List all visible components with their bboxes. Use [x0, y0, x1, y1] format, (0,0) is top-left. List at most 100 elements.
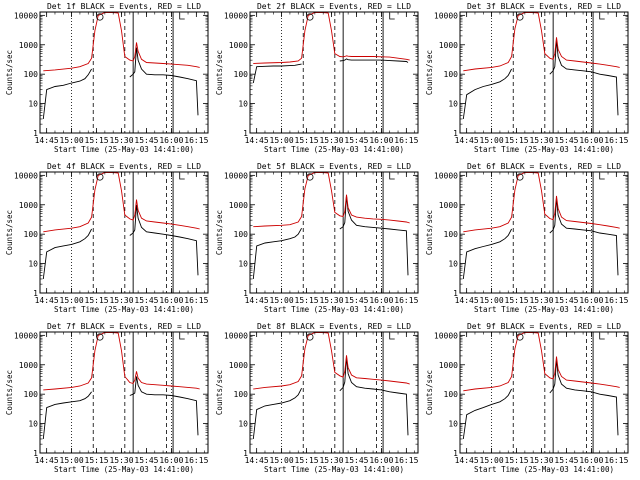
panel-det-1: Det 1f BLACK = Events, RED = LLD 1 10 100 10…	[5, 2, 209, 154]
y-tick-label: 100	[24, 390, 39, 399]
bracket-marker	[179, 333, 185, 340]
x-tick-label: 14:45	[245, 296, 269, 305]
events-series-line	[462, 197, 619, 280]
events-series-line	[42, 47, 199, 120]
y-tick-label: 10000	[14, 331, 38, 340]
panel-title: Det 3f BLACK = Events, RED = LLD	[467, 2, 621, 11]
x-tick-label: 15:45	[134, 456, 158, 465]
y-tick-label: 10	[28, 100, 38, 109]
y-tick-label: 1	[243, 129, 248, 138]
x-tick-label: 16:00	[579, 136, 603, 145]
x-tick-label: 15:15	[505, 296, 529, 305]
plot-frame	[249, 171, 419, 294]
x-axis-label: Start Time (25-May-03 14:41:00)	[264, 465, 404, 474]
y-tick-label: 100	[444, 390, 459, 399]
x-axis-label: Start Time (25-May-03 14:41:00)	[264, 145, 404, 154]
x-tick-label: 16:00	[369, 456, 393, 465]
x-axis: 14:45 15:00 15:15 15:30 15:45 16:00 16:15	[455, 332, 629, 465]
panel-det-4: Det 4f BLACK = Events, RED = LLD 1 10 100 10…	[5, 162, 209, 314]
panel-title: Det 1f BLACK = Events, RED = LLD	[47, 2, 201, 11]
x-tick-label: 16:00	[159, 296, 183, 305]
x-tick-label: 15:45	[344, 136, 368, 145]
x-tick-label: 15:00	[480, 456, 504, 465]
bracket-marker	[179, 173, 185, 180]
panel-title: Det 4f BLACK = Events, RED = LLD	[47, 162, 201, 171]
x-tick-label: 15:45	[554, 136, 578, 145]
plot-frame	[459, 11, 629, 134]
x-axis: 14:45 15:00 15:15 15:30 15:45 16:00 16:15	[35, 12, 209, 145]
y-tick-label: 100	[234, 230, 249, 239]
x-tick-label: 15:15	[85, 456, 109, 465]
lld-series-line	[463, 172, 620, 233]
plot-frame	[459, 171, 629, 294]
x-tick-label: 15:30	[319, 136, 343, 145]
x-tick-label: 14:45	[35, 136, 59, 145]
x-tick-label: 16:15	[394, 456, 418, 465]
events-series-line	[42, 376, 199, 440]
panel-title: Det 5f BLACK = Events, RED = LLD	[257, 162, 411, 171]
y-tick-label: 10000	[224, 331, 248, 340]
x-axis: 14:45 15:00 15:15 15:30 15:45 16:00 16:15	[455, 172, 629, 305]
y-tick-label: 1000	[229, 41, 248, 50]
bracket-marker	[389, 173, 395, 180]
panel-det-9: Det 9f BLACK = Events, RED = LLD 1 10 100 10…	[425, 322, 629, 474]
y-axis-label: Counts/sec	[215, 50, 224, 95]
y-tick-label: 100	[234, 70, 249, 79]
y-tick-label: 10	[448, 420, 458, 429]
y-tick-label: 1	[243, 449, 248, 458]
x-tick-label: 15:00	[60, 296, 84, 305]
x-tick-label: 16:15	[604, 296, 628, 305]
x-tick-label: 15:15	[295, 296, 319, 305]
reference-lines	[281, 172, 384, 293]
x-tick-label: 16:15	[394, 296, 418, 305]
x-tick-label: 15:45	[554, 296, 578, 305]
x-tick-label: 15:45	[134, 296, 158, 305]
plot-frame	[39, 171, 209, 294]
x-tick-label: 15:45	[554, 456, 578, 465]
y-tick-label: 100	[24, 230, 39, 239]
x-tick-label: 14:45	[35, 296, 59, 305]
y-axis: 1 10 100 1000 10000	[224, 11, 418, 138]
x-tick-label: 15:00	[60, 456, 84, 465]
x-tick-label: 15:30	[109, 136, 133, 145]
reference-lines	[491, 332, 594, 453]
x-axis-label: Start Time (25-May-03 14:41:00)	[474, 305, 614, 314]
x-tick-label: 15:00	[480, 136, 504, 145]
y-tick-label: 10	[448, 100, 458, 109]
y-axis-label: Counts/sec	[215, 210, 224, 255]
x-tick-label: 15:30	[529, 136, 553, 145]
x-tick-label: 15:00	[270, 456, 294, 465]
y-tick-label: 10000	[14, 11, 38, 20]
x-axis: 14:45 15:00 15:15 15:30 15:45 16:00 16:15	[245, 332, 419, 465]
events-series-line	[252, 195, 409, 280]
lld-series-line	[43, 332, 200, 391]
x-axis: 14:45 15:00 15:15 15:30 15:45 16:00 16:15	[245, 172, 419, 305]
x-tick-label: 15:30	[109, 456, 133, 465]
x-axis: 14:45 15:00 15:15 15:30 15:45 16:00 16:15	[245, 12, 419, 145]
y-axis: 1 10 100 1000 10000	[14, 331, 208, 458]
x-axis-label: Start Time (25-May-03 14:41:00)	[264, 305, 404, 314]
y-tick-label: 10	[448, 260, 458, 269]
events-series-line	[42, 204, 199, 280]
bracket-marker	[599, 173, 605, 180]
x-tick-label: 15:45	[134, 136, 158, 145]
plot-frame	[459, 331, 629, 454]
y-axis-label: Counts/sec	[425, 210, 434, 255]
y-tick-label: 1	[33, 289, 38, 298]
reference-lines	[491, 172, 594, 293]
x-tick-label: 16:00	[159, 456, 183, 465]
lld-series-line	[463, 332, 620, 392]
y-tick-label: 100	[24, 70, 39, 79]
y-axis: 1 10 100 1000 10000	[434, 171, 628, 298]
x-tick-label: 16:15	[394, 136, 418, 145]
y-axis: 1 10 100 1000 10000	[224, 331, 418, 458]
x-tick-label: 15:15	[505, 136, 529, 145]
x-tick-label: 16:15	[184, 136, 208, 145]
x-tick-label: 14:45	[455, 136, 479, 145]
x-tick-label: 14:45	[245, 456, 269, 465]
y-tick-label: 1	[243, 289, 248, 298]
y-tick-label: 1000	[229, 201, 248, 210]
x-axis-label: Start Time (25-May-03 14:41:00)	[54, 465, 194, 474]
bracket-marker	[599, 333, 605, 340]
y-tick-label: 100	[444, 70, 459, 79]
